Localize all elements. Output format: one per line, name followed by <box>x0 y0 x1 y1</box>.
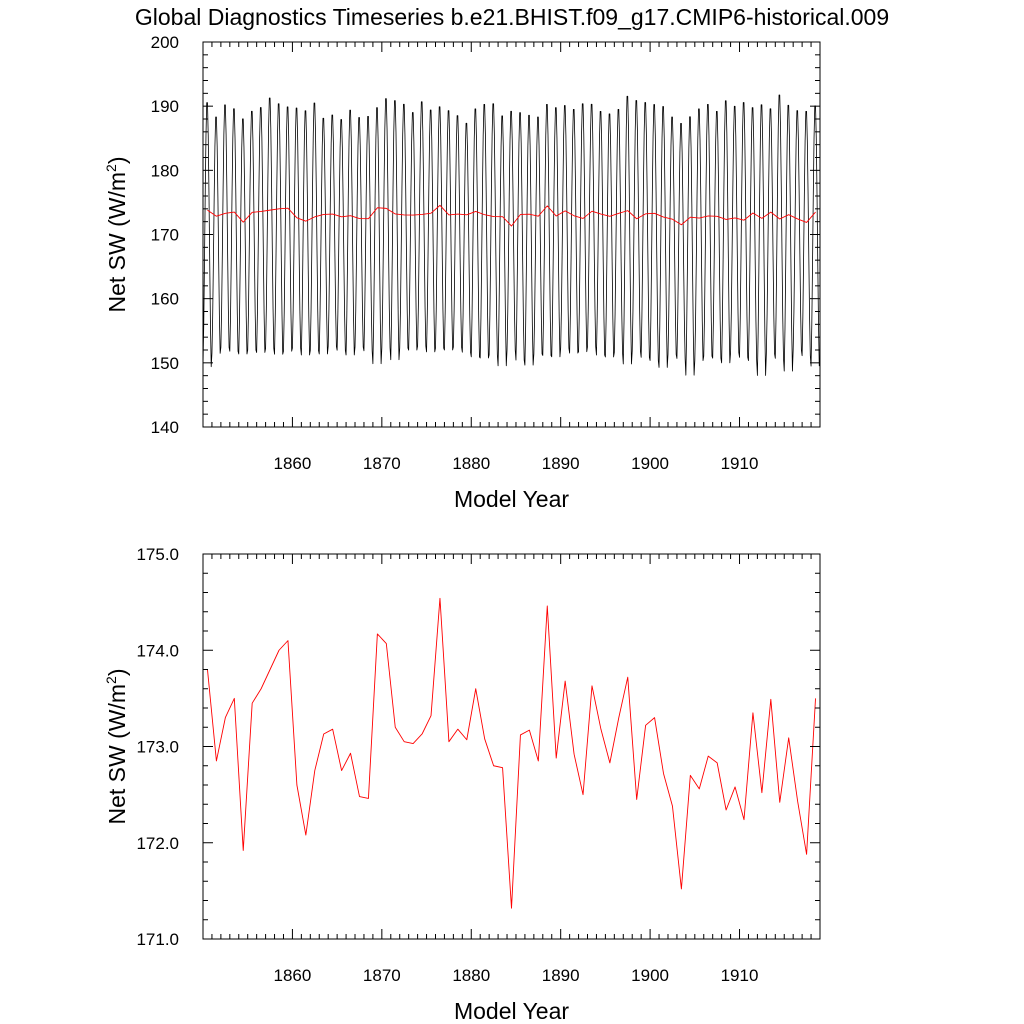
y-axis-label: Net SW (W/m2) <box>103 668 130 824</box>
y-tick-label: 180 <box>151 161 179 180</box>
x-tick-label: 1890 <box>542 454 580 473</box>
y-tick-label: 174.0 <box>136 641 179 660</box>
y-tick-label: 170 <box>151 226 179 245</box>
y-tick-label: 150 <box>151 354 179 373</box>
y-tick-label: 173.0 <box>136 738 179 757</box>
x-tick-label: 1910 <box>721 966 759 985</box>
top-panel: 140 150 160 170 180 190 200 1860 1870 1880 1890 190… <box>103 33 821 512</box>
figure-title: Global Diagnostics Timeseries b.e21.BHIS… <box>135 4 889 30</box>
y-tick-label: 171.0 <box>136 930 179 949</box>
y-tick-label: 160 <box>151 290 179 309</box>
x-tick-label: 1890 <box>542 966 580 985</box>
x-tick-label: 1910 <box>721 454 759 473</box>
x-tick-label: 1900 <box>631 454 669 473</box>
y-axis-label: Net SW (W/m2) <box>103 156 130 312</box>
plot-frame <box>202 41 821 428</box>
x-axis-label: Model Year <box>454 486 569 512</box>
y-tick-label: 200 <box>151 33 179 52</box>
x-tick-label: 1870 <box>363 454 401 473</box>
x-tick-label: 1900 <box>631 966 669 985</box>
annual-mean-series-line <box>207 204 816 227</box>
x-tick-label: 1870 <box>363 966 401 985</box>
y-tick-label: 140 <box>151 418 179 437</box>
x-tick-label: 1880 <box>452 454 490 473</box>
y-tick-label: 190 <box>151 97 179 116</box>
x-tick-label: 1860 <box>274 966 312 985</box>
x-tick-label: 1860 <box>274 454 312 473</box>
plot-frame <box>202 553 821 940</box>
bottom-panel: 171.0 172.0 173.0 174.0 175.0 1860 1870 1880 189… <box>103 545 821 1024</box>
y-tick-label: 172.0 <box>136 834 179 853</box>
monthly-series-line <box>203 94 820 376</box>
y-tick-label: 175.0 <box>136 545 179 564</box>
x-tick-label: 1880 <box>452 966 490 985</box>
x-axis-label: Model Year <box>454 998 569 1024</box>
annual-mean-series-line <box>207 597 816 909</box>
